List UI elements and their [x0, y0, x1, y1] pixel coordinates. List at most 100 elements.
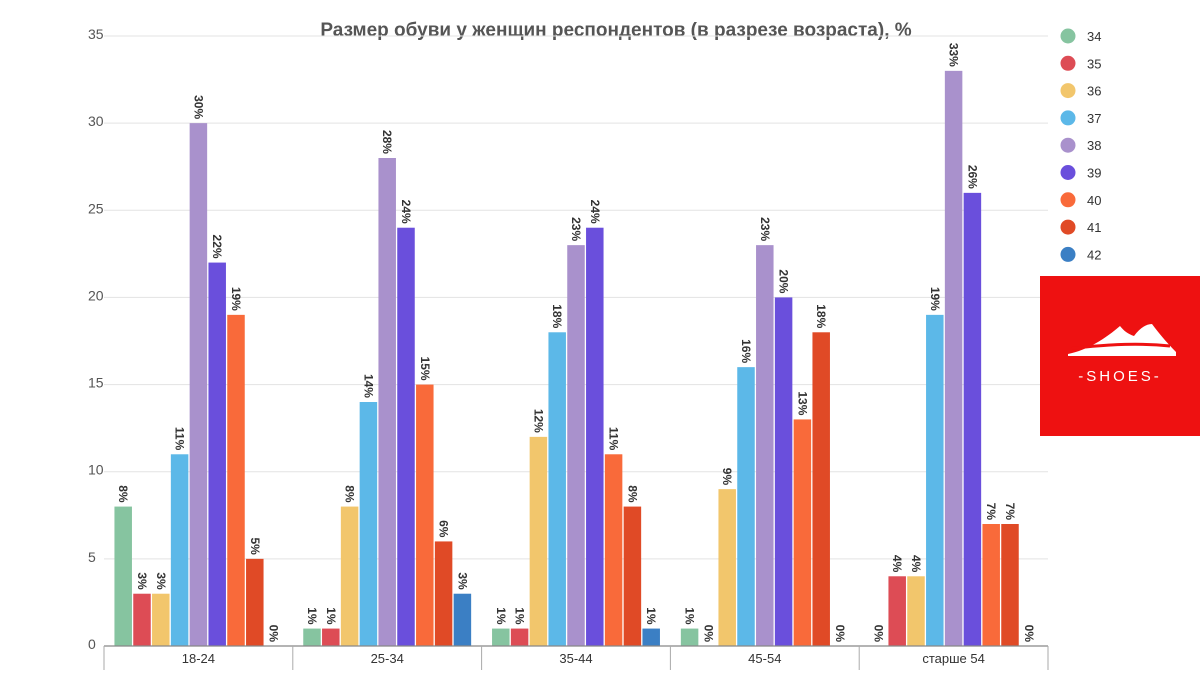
data-label: 33% [947, 43, 961, 67]
y-tick-label: 10 [88, 462, 104, 478]
bar [208, 262, 226, 646]
data-label: 0% [1022, 625, 1036, 643]
y-tick-label: 20 [88, 287, 104, 303]
data-label: 15% [418, 357, 432, 381]
data-label: 19% [229, 287, 243, 311]
legend-label: 39 [1087, 166, 1101, 181]
data-label: 16% [739, 339, 753, 363]
legend-label: 40 [1087, 193, 1101, 208]
x-tick-label: старше 54 [922, 651, 985, 666]
x-tick-label: 35-44 [559, 651, 592, 666]
bar [227, 314, 245, 646]
bar [774, 297, 793, 646]
bar [623, 506, 642, 646]
legend-label: 34 [1087, 29, 1101, 44]
bar [1001, 524, 1019, 646]
logo-text: -SHOES- [1078, 368, 1162, 385]
y-tick-label: 15 [88, 375, 104, 391]
data-label: 7% [984, 503, 998, 521]
data-label: 0% [701, 625, 715, 643]
data-label: 4% [909, 555, 923, 573]
legend-swatch [1060, 28, 1076, 44]
legend-label: 41 [1087, 220, 1101, 235]
data-label: 7% [1003, 503, 1017, 521]
data-label: 24% [399, 200, 413, 224]
shoe-icon [1068, 324, 1176, 356]
y-tick-label: 0 [88, 636, 96, 652]
bar [170, 454, 189, 646]
legend-label: 37 [1087, 111, 1101, 126]
bar [680, 628, 699, 646]
bar [642, 628, 660, 646]
shoes-logo: -SHOES- [1040, 276, 1200, 436]
legend-swatch [1060, 219, 1076, 235]
bar [888, 576, 906, 646]
bar [963, 192, 982, 646]
data-label: 6% [437, 520, 451, 538]
legend-label: 36 [1087, 84, 1101, 99]
data-label: 30% [191, 95, 205, 119]
legend-label: 35 [1087, 56, 1101, 71]
bar [812, 332, 830, 646]
data-label: 22% [210, 235, 224, 259]
data-label: 19% [928, 287, 942, 311]
bar [340, 506, 359, 646]
data-label: 12% [531, 409, 545, 433]
data-label: 26% [965, 165, 979, 189]
bar [378, 158, 396, 646]
bar [793, 419, 812, 646]
data-label: 1% [644, 607, 658, 625]
bar [907, 576, 925, 646]
data-label: 13% [795, 391, 809, 415]
x-tick-label: 25-34 [371, 651, 404, 666]
bar [756, 245, 774, 646]
legend-label: 42 [1087, 247, 1101, 262]
data-label: 5% [248, 538, 262, 556]
data-label: 3% [135, 572, 149, 590]
data-label: 23% [569, 217, 583, 241]
bar [397, 227, 415, 646]
bar [114, 506, 132, 646]
data-label: 28% [380, 130, 394, 154]
legend-swatch [1060, 55, 1076, 71]
bar [133, 593, 151, 646]
data-label: 24% [588, 200, 602, 224]
bar [586, 227, 604, 646]
legend-swatch [1060, 165, 1076, 180]
x-axis: 18-24 25-34 35-44 45-54 старше 54 [103, 645, 1049, 670]
bar [926, 314, 944, 646]
y-tick-label: 35 [88, 26, 104, 42]
y-axis: 0 5 10 15 20 25 30 35 [88, 26, 104, 652]
bar [246, 558, 264, 646]
data-label: 1% [305, 607, 319, 625]
bar [322, 628, 340, 646]
bar [152, 593, 170, 646]
y-tick-label: 5 [88, 549, 96, 565]
bar [604, 454, 623, 646]
data-label: 9% [720, 468, 734, 486]
data-label: 8% [343, 485, 357, 503]
bar [510, 628, 529, 646]
bar [189, 123, 208, 646]
legend-label: 38 [1087, 138, 1101, 153]
bar [548, 332, 566, 646]
data-label: 14% [361, 374, 375, 398]
data-labels: 8%3% 3%11%30%22%19%5%0%1% 1%8%14%28%24%15%… [116, 43, 1036, 643]
bar [359, 402, 378, 646]
bar [982, 524, 1000, 646]
data-label: 1% [513, 607, 527, 625]
bars [114, 70, 1019, 647]
legend-swatch [1060, 83, 1076, 99]
data-label: 18% [550, 304, 564, 328]
data-label: 1% [683, 607, 697, 625]
legend: 34 35 36 37 38 39 40 41 42 [1060, 28, 1101, 262]
data-label: 11% [173, 427, 187, 451]
data-label: 18% [814, 304, 828, 328]
data-label: 1% [494, 607, 508, 625]
bar [718, 489, 736, 646]
data-label: 8% [116, 485, 130, 503]
y-tick-label: 30 [88, 113, 104, 129]
bar [453, 593, 472, 646]
chart-title: Размер обуви у женщин респондентов (в ра… [320, 20, 911, 41]
